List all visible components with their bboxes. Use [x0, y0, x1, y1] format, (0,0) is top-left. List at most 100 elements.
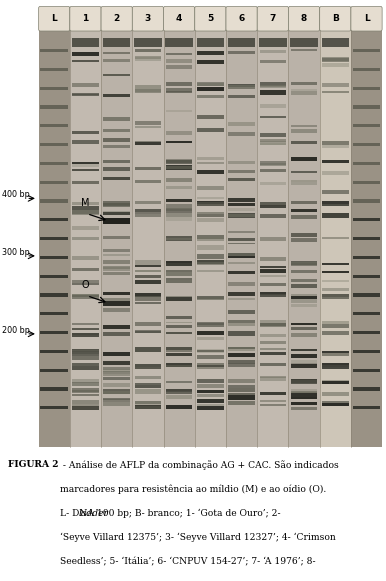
- Bar: [259, 83, 286, 86]
- Bar: [353, 312, 380, 315]
- Bar: [135, 331, 161, 333]
- Bar: [103, 298, 130, 302]
- Bar: [103, 332, 130, 336]
- Bar: [259, 324, 286, 328]
- Bar: [291, 49, 317, 51]
- FancyBboxPatch shape: [70, 6, 101, 31]
- Bar: [103, 325, 130, 327]
- Bar: [72, 333, 99, 335]
- Bar: [41, 143, 68, 146]
- Bar: [103, 177, 130, 180]
- FancyBboxPatch shape: [101, 6, 132, 31]
- Bar: [72, 280, 99, 283]
- Bar: [353, 331, 380, 334]
- Bar: [103, 266, 130, 268]
- Bar: [322, 171, 349, 174]
- Bar: [259, 400, 286, 403]
- Bar: [166, 59, 192, 63]
- Bar: [72, 379, 99, 382]
- Bar: [41, 368, 68, 372]
- Bar: [291, 215, 317, 219]
- Bar: [166, 217, 192, 221]
- Bar: [259, 202, 286, 206]
- Bar: [229, 298, 255, 300]
- FancyBboxPatch shape: [39, 6, 70, 31]
- Bar: [291, 389, 317, 393]
- Bar: [197, 87, 223, 91]
- Bar: [166, 166, 192, 170]
- Bar: [164, 7, 195, 447]
- Bar: [166, 209, 192, 213]
- Bar: [72, 206, 99, 210]
- Bar: [166, 208, 192, 211]
- Bar: [166, 263, 192, 266]
- Bar: [197, 350, 223, 352]
- Bar: [229, 253, 255, 256]
- Bar: [259, 161, 286, 164]
- Bar: [197, 400, 223, 403]
- Bar: [353, 181, 380, 184]
- Bar: [229, 320, 255, 323]
- Bar: [72, 406, 99, 410]
- Bar: [259, 377, 286, 381]
- Bar: [197, 296, 223, 300]
- Bar: [290, 38, 318, 46]
- FancyBboxPatch shape: [351, 6, 382, 31]
- Bar: [322, 365, 349, 369]
- Bar: [322, 294, 349, 296]
- Bar: [135, 302, 161, 304]
- Bar: [259, 214, 286, 218]
- Bar: [322, 392, 349, 396]
- Bar: [41, 388, 68, 390]
- Bar: [291, 263, 317, 266]
- Bar: [135, 142, 161, 145]
- Bar: [103, 138, 130, 142]
- Bar: [41, 87, 68, 90]
- Bar: [229, 353, 255, 357]
- Bar: [103, 272, 130, 275]
- Bar: [72, 366, 99, 370]
- Bar: [135, 364, 161, 369]
- Bar: [103, 353, 130, 356]
- Bar: [72, 141, 99, 144]
- Bar: [291, 296, 317, 299]
- Bar: [353, 124, 380, 127]
- Bar: [229, 203, 255, 206]
- Bar: [197, 365, 223, 367]
- Bar: [229, 347, 255, 351]
- Bar: [322, 380, 349, 383]
- Bar: [134, 38, 162, 46]
- Bar: [166, 381, 192, 383]
- Bar: [195, 7, 226, 447]
- Bar: [135, 385, 161, 388]
- Bar: [259, 376, 286, 378]
- FancyBboxPatch shape: [257, 6, 288, 31]
- Text: 1: 1: [82, 14, 88, 23]
- Bar: [259, 105, 286, 108]
- Bar: [291, 333, 317, 338]
- Bar: [229, 51, 255, 55]
- Bar: [166, 160, 192, 164]
- Bar: [229, 123, 255, 126]
- Bar: [166, 238, 192, 240]
- Bar: [229, 360, 255, 364]
- Bar: [353, 388, 380, 390]
- Bar: [135, 141, 161, 144]
- Bar: [291, 202, 317, 204]
- Bar: [322, 263, 349, 266]
- Bar: [166, 325, 192, 328]
- Bar: [229, 385, 255, 388]
- Bar: [135, 392, 161, 394]
- Bar: [229, 160, 255, 164]
- Bar: [72, 388, 99, 392]
- Bar: [229, 87, 255, 89]
- Bar: [259, 85, 286, 88]
- Bar: [41, 68, 68, 71]
- Bar: [197, 355, 223, 359]
- Bar: [166, 365, 192, 367]
- Bar: [135, 293, 161, 297]
- Bar: [353, 350, 380, 353]
- Bar: [197, 261, 223, 265]
- Bar: [103, 260, 130, 264]
- Bar: [291, 354, 317, 358]
